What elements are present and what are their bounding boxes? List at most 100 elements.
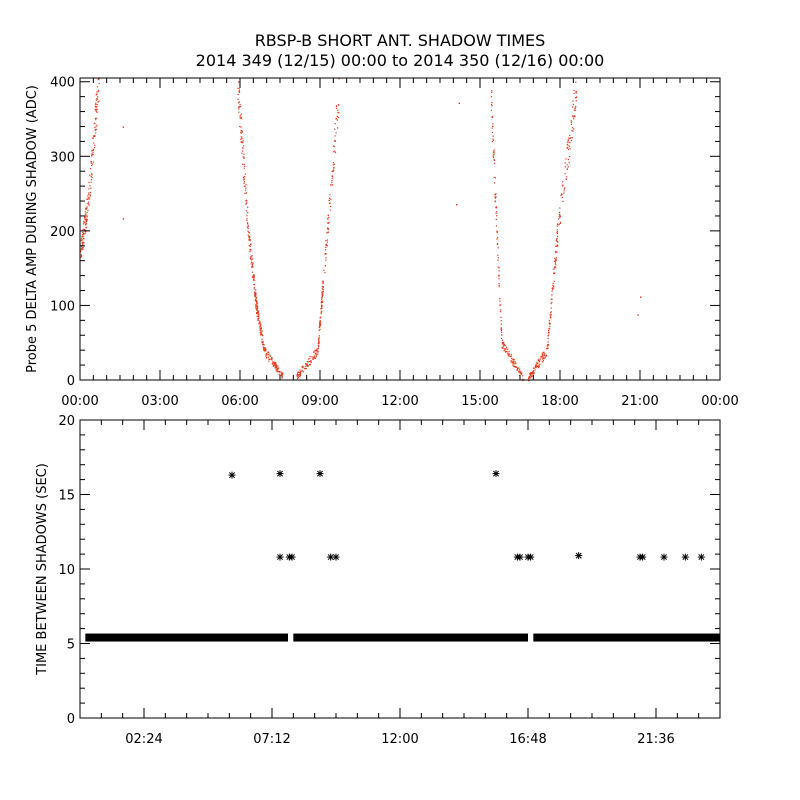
- data-point: [556, 225, 559, 227]
- data-point: [245, 203, 247, 205]
- data-point: [324, 265, 326, 267]
- data-point: [249, 239, 251, 242]
- data-point: [573, 109, 575, 111]
- data-point: [559, 214, 561, 217]
- data-point: [251, 266, 253, 269]
- data-point: [97, 90, 99, 93]
- data-point: [331, 175, 333, 178]
- data-point: [97, 101, 99, 103]
- data-point: [331, 180, 333, 182]
- data-point: [80, 246, 83, 248]
- data-point: [573, 89, 575, 92]
- data-point: [255, 299, 257, 302]
- data-point: [257, 310, 260, 313]
- data-point: [507, 353, 509, 355]
- data-point: [95, 132, 97, 134]
- data-point: [321, 300, 324, 302]
- data-point: [543, 357, 545, 360]
- data-point: [499, 297, 501, 300]
- data-point: [80, 255, 83, 257]
- data-point: [496, 243, 498, 245]
- data-point: [562, 181, 564, 183]
- data-point: [639, 553, 647, 561]
- data-point: [251, 254, 253, 257]
- data-point: [491, 131, 494, 134]
- data-point: [536, 361, 538, 364]
- data-point: [81, 241, 83, 243]
- bottom-y-axis-label: TIME BETWEEN SHADOWS (SEC): [35, 463, 50, 676]
- data-point: [325, 246, 327, 249]
- data-point: [514, 362, 517, 364]
- data-point: [528, 376, 530, 378]
- data-point: [81, 237, 83, 239]
- data-point: [335, 132, 337, 134]
- data-point: [537, 367, 540, 369]
- data-point: [493, 149, 495, 151]
- data-point: [86, 198, 89, 200]
- data-point: [247, 206, 249, 208]
- data-point: [505, 350, 508, 353]
- data-point: [302, 365, 304, 367]
- data-point: [554, 272, 556, 274]
- data-point: [86, 206, 88, 208]
- data-point: [324, 253, 326, 255]
- data-point: [239, 114, 241, 116]
- data-point: [242, 163, 244, 165]
- data-point: [96, 108, 98, 111]
- data-point: [248, 245, 250, 247]
- data-point: [317, 347, 319, 349]
- data-point: [503, 344, 506, 346]
- data-point: [239, 125, 241, 128]
- baseline-points: [85, 633, 288, 642]
- data-point: [338, 112, 340, 114]
- data-point: [329, 194, 331, 196]
- data-point: [306, 361, 309, 363]
- data-point: [492, 470, 500, 478]
- data-point: [259, 320, 261, 322]
- data-point: [495, 212, 497, 215]
- data-point: [84, 211, 86, 213]
- data-point: [84, 224, 87, 226]
- data-point: [456, 204, 458, 206]
- data-point: [319, 324, 322, 326]
- data-point: [512, 363, 514, 365]
- data-point: [317, 344, 320, 346]
- data-point: [250, 259, 253, 261]
- data-point: [88, 192, 90, 194]
- data-point: [88, 181, 90, 184]
- data-point: [98, 100, 100, 102]
- data-point: [255, 307, 257, 309]
- data-point: [91, 153, 93, 155]
- data-point: [91, 149, 93, 151]
- data-point: [95, 108, 97, 110]
- data-point: [333, 151, 335, 153]
- x-tick-label: 03:00: [141, 394, 178, 409]
- data-point: [325, 253, 327, 255]
- y-tick-label: 10: [58, 563, 75, 578]
- data-point: [569, 155, 571, 158]
- data-point: [553, 268, 555, 270]
- data-point: [503, 348, 505, 350]
- data-point: [258, 322, 260, 324]
- data-point: [554, 259, 556, 261]
- data-point: [510, 360, 512, 362]
- data-point: [507, 355, 509, 357]
- data-point: [550, 303, 552, 305]
- data-point: [552, 282, 554, 285]
- data-point: [538, 358, 540, 360]
- data-point: [573, 118, 575, 120]
- data-point: [245, 192, 248, 194]
- data-point: [511, 361, 513, 363]
- data-point: [327, 215, 329, 217]
- data-point: [540, 356, 543, 358]
- data-point: [536, 365, 538, 368]
- data-point: [88, 193, 90, 195]
- data-point: [276, 369, 278, 371]
- top-points-layer: [80, 78, 642, 382]
- data-point: [265, 350, 267, 352]
- bottom-axes: 0 5 10 15 20 02:24 07:12 12:00 16:48 21:36: [58, 414, 720, 747]
- data-point: [502, 347, 504, 349]
- data-point: [498, 278, 500, 280]
- data-point: [83, 235, 85, 237]
- data-point: [550, 307, 552, 309]
